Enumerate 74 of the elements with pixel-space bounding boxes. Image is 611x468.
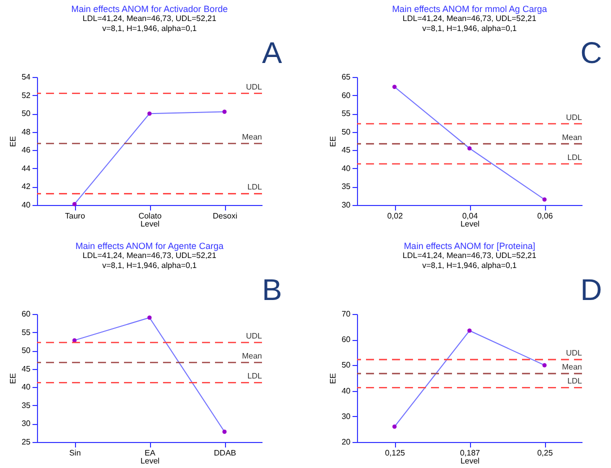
y-tick-label: 54 [22,72,32,82]
x-axis-title: Level [140,456,160,466]
x-axis-title: Level [460,456,480,466]
x-tick-label: Sin [69,448,81,458]
text: A [262,37,282,70]
text: D [580,274,602,307]
x-tick-label: 0,25 [537,448,554,458]
chart-title: Main effects ANOM for Agente Carga [76,241,224,251]
x-tick-label: 0,02 [387,212,404,220]
ref-line-label: Mean [242,132,262,142]
x-axis-title: Level [140,220,160,228]
x-tick-label: 0,187 [460,448,481,458]
x-tick-label: 0,06 [537,212,554,220]
y-axis-title: EE [8,373,18,384]
chart-subtitle: LDL=41,24, Mean=46,73, UDL=52,21 v=8,1, H=1,946, alpha=0,1 [82,251,217,270]
y-tick-label: 45 [342,146,352,155]
y-tick-label: 50 [342,127,352,136]
y-tick-label: 50 [22,109,32,118]
ref-line-label: Mean [562,132,582,142]
chart-title: Main effects ANOM for mmol Ag Carga [392,4,547,14]
y-tick-label: 50 [22,346,32,356]
y-tick-label: 46 [22,146,32,155]
y-tick-label: 35 [22,400,32,410]
y-tick-label: 30 [342,200,352,210]
ref-line-label: Mean [562,362,582,372]
x-tick-label: Colato [138,212,162,220]
ref-line-label: UDL [246,82,263,92]
x-axis-title: Level [460,220,480,228]
ref-line-label: LDL [567,376,583,386]
y-tick-label: 70 [342,310,352,318]
chart-subtitle: LDL=41,24, Mean=46,73, UDL=52,21 v=8,1, H=1,946, alpha=0,1 [402,251,537,270]
chart-subtitle: LDL=41,24, Mean=46,73, UDL=52,21 v=8,1, H=1,946, alpha=0,1 [402,14,537,33]
y-tick-label: 40 [342,164,352,173]
y-tick-label: 40 [342,386,352,396]
y-tick-label: 55 [22,328,32,337]
y-tick-label: 60 [22,310,32,318]
y-axis-title: EE [328,136,338,147]
text: B [262,274,282,307]
y-tick-label: 30 [22,419,32,428]
ref-line-label: LDL [247,372,263,381]
y-tick-label: 65 [342,72,352,82]
text: C [580,37,602,70]
y-tick-label: 40 [22,382,32,392]
y-tick-label: 60 [342,90,352,100]
y-tick-label: 44 [22,164,32,173]
ref-line-label: LDL [247,182,263,192]
y-tick-label: 48 [22,127,32,136]
x-tick-label: Tauro [64,212,86,220]
y-tick-label: 25 [22,438,32,446]
x-tick-label: Desoxi [212,212,238,220]
y-tick-label: 50 [342,360,352,370]
y-tick-label: 30 [342,412,352,421]
x-tick-label: EA [144,448,156,458]
y-tick-label: 60 [342,335,352,344]
y-tick-label: 35 [342,182,352,192]
chart-subtitle: LDL=41,24, Mean=46,73, UDL=52,21 v=8,1, H=1,946, alpha=0,1 [82,14,217,33]
y-tick-label: 20 [342,438,352,446]
x-tick-label: 0,125 [384,448,406,458]
ref-line-label: LDL [567,152,583,162]
ref-line-label: Mean [242,352,262,361]
y-axis-title: EE [328,373,338,384]
ref-line-label: UDL [566,112,583,122]
y-tick-label: 40 [22,200,32,210]
ref-line-label: UDL [566,348,583,358]
y-axis-title: EE [8,136,18,147]
y-tick-label: 42 [22,182,32,192]
chart-title: Main effects ANOM for [Proteina] [404,241,536,251]
y-tick-label: 52 [22,90,32,100]
ref-line-label: UDL [246,331,263,340]
x-tick-label: 0,04 [462,212,478,220]
chart-title: Main effects ANOM for Activador Borde [71,4,228,14]
y-tick-label: 45 [22,364,32,374]
x-tick-label: DDAB [214,448,236,458]
y-tick-label: 55 [342,109,352,118]
